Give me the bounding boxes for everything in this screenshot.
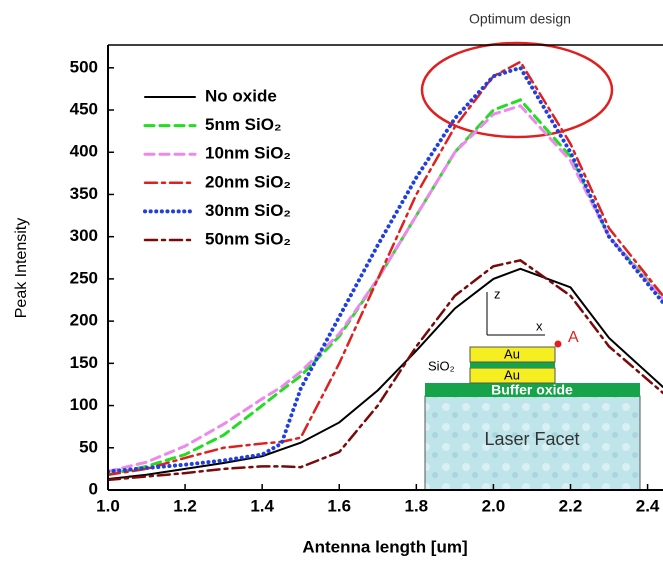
legend-label: 30nm SiO₂ xyxy=(205,201,291,220)
y-tick-label: 500 xyxy=(70,57,98,76)
annotation: Au xyxy=(504,346,520,361)
y-tick-label: 50 xyxy=(79,437,98,456)
annotation: A xyxy=(568,329,579,346)
y-tick-label: 350 xyxy=(70,184,98,203)
annotation: Optimum design xyxy=(469,11,571,27)
legend-label: 50nm SiO₂ xyxy=(205,229,291,248)
y-axis-label: Peak Intensity xyxy=(13,218,30,319)
buffer-layer xyxy=(425,383,640,397)
oxide-layer xyxy=(470,362,555,368)
x-axis-label: Antenna length [um] xyxy=(302,537,467,556)
y-tick-label: 400 xyxy=(70,142,98,161)
legend-label: No oxide xyxy=(205,86,277,105)
series-line xyxy=(108,60,663,477)
annotation: Buffer oxide xyxy=(491,382,573,398)
annotation: x xyxy=(536,318,543,333)
series-line xyxy=(108,65,663,474)
y-tick-label: 300 xyxy=(70,226,98,245)
y-tick-label: 0 xyxy=(89,479,98,498)
x-tick-label: 2.4 xyxy=(636,496,660,515)
annotation: SiO₂ xyxy=(428,358,455,373)
y-tick-label: 150 xyxy=(70,353,98,372)
legend-label: 10nm SiO₂ xyxy=(205,144,291,163)
y-tick-label: 250 xyxy=(70,268,98,287)
y-tick-label: 200 xyxy=(70,311,98,330)
highlight-ellipse xyxy=(420,41,614,139)
point-marker xyxy=(554,340,562,348)
legend-label: 20nm SiO₂ xyxy=(205,172,291,191)
gold-layer xyxy=(469,346,556,363)
x-tick-label: 1.2 xyxy=(173,496,197,515)
annotation: Laser Facet xyxy=(484,429,579,449)
annotation: z xyxy=(494,286,501,301)
series-line xyxy=(108,258,663,482)
x-tick-label: 1.6 xyxy=(327,496,351,515)
x-tick-label: 1.8 xyxy=(405,496,429,515)
x-tick-label: 2.2 xyxy=(559,496,583,515)
inset-diagram: Laser Facet Buffer oxide Au Au SiO₂ z x … xyxy=(424,286,641,491)
y-tick-label: 450 xyxy=(70,100,98,119)
legend-label: 5nm SiO₂ xyxy=(205,115,282,134)
x-tick-label: 1.4 xyxy=(250,496,274,515)
x-tick-label: 1.0 xyxy=(96,496,120,515)
annotation: Au xyxy=(504,367,520,382)
series-line xyxy=(108,104,663,473)
x-tick-label: 2.0 xyxy=(482,496,506,515)
substrate xyxy=(424,395,641,491)
y-tick-label: 100 xyxy=(70,395,98,414)
